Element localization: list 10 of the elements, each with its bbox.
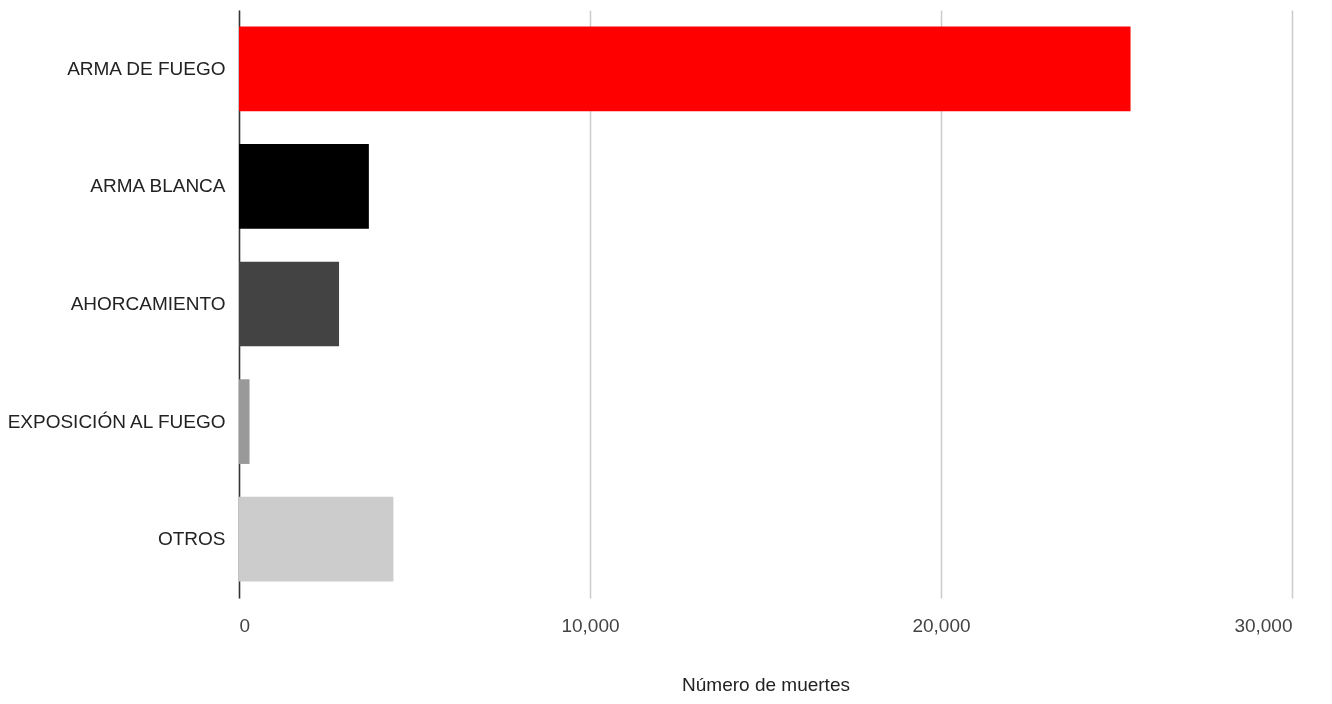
y-tick-label: EXPOSICIÓN AL FUEGO	[7, 410, 226, 432]
y-tick-label: AHORCAMIENTO	[70, 293, 226, 314]
x-tick-label: 0	[239, 614, 251, 636]
y-tick-label: ARMA BLANCA	[90, 175, 226, 197]
x-tick-label: 30,000	[1234, 614, 1293, 636]
y-tick-label: OTROS	[157, 528, 226, 550]
x-tick-label: 20,000	[912, 614, 971, 636]
x-tick-label: 10,000	[561, 614, 620, 636]
y-tick-label: ARMA DE FUEGO	[67, 57, 226, 79]
x-axis-title: Número de muertes	[682, 673, 850, 695]
